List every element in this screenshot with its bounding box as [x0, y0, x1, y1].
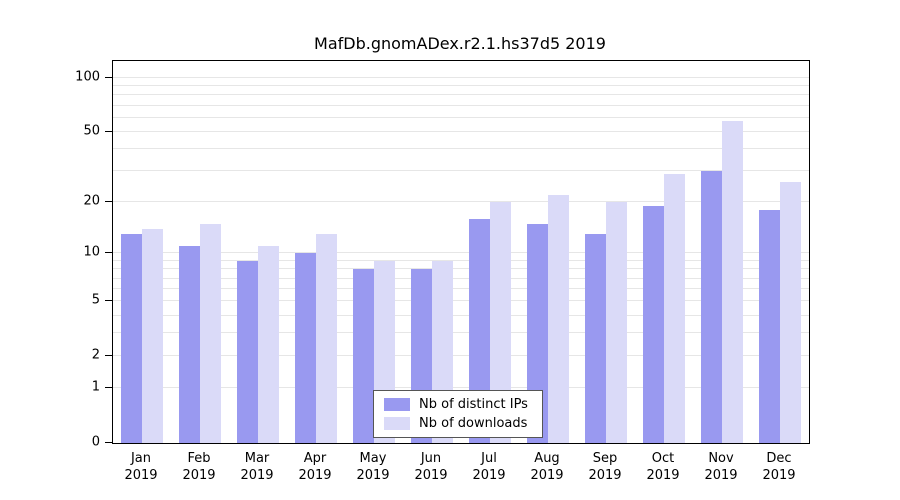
gridline — [113, 332, 809, 334]
gridline — [113, 131, 809, 133]
bar-distinct-ips-apr — [295, 253, 316, 443]
bar-distinct-ips-mar — [237, 260, 258, 443]
x-tick-year: 2019 — [124, 468, 158, 483]
x-tick-label-may: May 2019 — [344, 450, 402, 484]
bar-distinct-ips-oct — [643, 206, 664, 443]
y-tick-mark — [105, 131, 112, 133]
bar-downloads-aug — [548, 195, 569, 443]
y-tick-label: 20 — [83, 193, 100, 209]
x-tick-year: 2019 — [356, 468, 390, 483]
x-tick-label-jul: Jul 2019 — [460, 450, 518, 484]
x-tick-label-feb: Feb 2019 — [170, 450, 228, 484]
x-tick-year: 2019 — [472, 468, 506, 483]
y-tick-mark — [105, 300, 112, 302]
gridline — [113, 387, 809, 389]
bar-distinct-ips-jul — [469, 218, 490, 443]
gridline — [113, 277, 809, 279]
gridline — [113, 300, 809, 302]
gridline — [113, 201, 809, 203]
bar-downloads-oct — [664, 174, 685, 443]
bar-downloads-apr — [316, 234, 337, 443]
bar-downloads-jul — [490, 202, 511, 443]
bar-downloads-feb — [200, 223, 221, 443]
x-tick-label-nov: Nov 2019 — [692, 450, 750, 484]
legend-swatch-downloads — [384, 417, 410, 430]
x-tick-label-oct: Oct 2019 — [634, 450, 692, 484]
x-tick-year: 2019 — [414, 468, 448, 483]
x-tick-label-dec: Dec 2019 — [750, 450, 808, 484]
x-tick-year: 2019 — [530, 468, 564, 483]
legend: Nb of distinct IPs Nb of downloads — [373, 390, 543, 438]
gridline — [113, 259, 809, 261]
bar-distinct-ips-nov — [701, 171, 722, 443]
y-tick-mark — [105, 355, 112, 357]
y-tick-mark — [105, 201, 112, 203]
bar-distinct-ips-may — [353, 269, 374, 443]
x-tick-year: 2019 — [588, 468, 622, 483]
y-tick-label: 5 — [91, 292, 100, 308]
bar-downloads-mar — [258, 246, 279, 443]
bar-distinct-ips-sep — [585, 234, 606, 443]
x-tick-year: 2019 — [240, 468, 274, 483]
x-tick-label-jan: Jan 2019 — [112, 450, 170, 484]
gridline — [113, 288, 809, 290]
y-tick-label: 50 — [83, 123, 100, 139]
y-tick-mark — [105, 387, 112, 389]
legend-swatch-distinct-ips — [384, 398, 410, 411]
gridline — [113, 355, 809, 357]
x-tick-label-sep: Sep 2019 — [576, 450, 634, 484]
x-tick-label-aug: Aug 2019 — [518, 450, 576, 484]
gridline — [113, 77, 809, 78]
gridline — [113, 314, 809, 316]
legend-entry-downloads: Nb of downloads — [384, 416, 528, 431]
x-tick-label-mar: Mar 2019 — [228, 450, 286, 484]
chart-title: MafDb.gnomADex.r2.1.hs37d5 2019 — [314, 34, 606, 53]
gridline — [113, 170, 809, 172]
x-tick-label-apr: Apr 2019 — [286, 450, 344, 484]
x-tick-label-jun: Jun 2019 — [402, 450, 460, 484]
y-tick-mark — [105, 442, 112, 443]
gridline — [113, 268, 809, 270]
x-tick-year: 2019 — [298, 468, 332, 483]
gridline — [113, 148, 809, 150]
x-tick-year: 2019 — [762, 468, 796, 483]
y-tick-label: 0 — [91, 434, 100, 450]
x-tick-year: 2019 — [182, 468, 216, 483]
bar-distinct-ips-jan — [121, 234, 142, 443]
legend-label-distinct-ips: Nb of distinct IPs — [419, 397, 528, 412]
y-tick-label: 1 — [91, 379, 100, 395]
bar-distinct-ips-aug — [527, 223, 548, 443]
gridline — [113, 94, 809, 96]
y-tick-label: 2 — [91, 347, 100, 363]
bar-downloads-sep — [606, 202, 627, 443]
gridline — [113, 252, 809, 254]
bar-downloads-jan — [142, 228, 163, 443]
y-tick-mark — [105, 252, 112, 254]
y-tick-label: 100 — [75, 69, 100, 85]
bar-downloads-nov — [722, 120, 743, 443]
gridline — [113, 104, 809, 106]
y-tick-mark — [105, 77, 112, 78]
plot-area: Nb of distinct IPs Nb of downloads — [112, 60, 810, 444]
legend-label-downloads: Nb of downloads — [419, 416, 528, 431]
x-tick-year: 2019 — [704, 468, 738, 483]
y-tick-label: 10 — [83, 244, 100, 260]
gridline — [113, 85, 809, 87]
legend-entry-distinct-ips: Nb of distinct IPs — [384, 397, 528, 412]
bar-distinct-ips-dec — [759, 210, 780, 443]
gridline — [113, 116, 809, 118]
bar-distinct-ips-feb — [179, 246, 200, 443]
bar-downloads-dec — [780, 182, 801, 443]
x-tick-year: 2019 — [646, 468, 680, 483]
